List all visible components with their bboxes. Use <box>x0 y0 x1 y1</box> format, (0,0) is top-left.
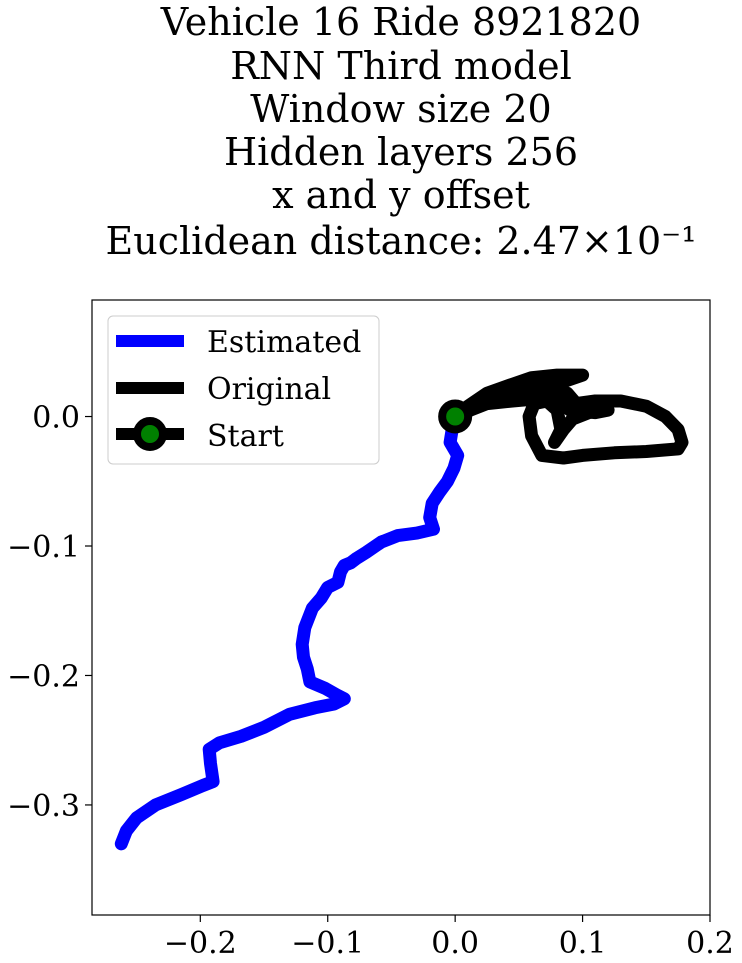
x-tick-label: 0.0 <box>431 926 479 961</box>
series-line-original <box>448 368 689 465</box>
x-tick-label: 0.1 <box>559 926 607 961</box>
x-tick-label: −0.1 <box>291 926 364 961</box>
series-line-estimated <box>114 410 465 851</box>
legend-estimated-label: Estimated <box>207 325 361 360</box>
start-marker-layer <box>438 399 473 434</box>
start-point-marker <box>438 399 473 434</box>
chart-title: Vehicle 16 Ride 8921820 RNN Third model … <box>106 0 697 263</box>
legend-original-label: Original <box>207 372 331 407</box>
legend: Estimated Original Start <box>107 315 380 465</box>
series-layer <box>114 368 689 851</box>
title-line-6: Euclidean distance: 2.47×10⁻¹ <box>106 219 697 263</box>
title-line-3: Window size 20 <box>250 87 551 131</box>
y-tick-label: −0.3 <box>7 789 80 824</box>
x-tick-label: 0.2 <box>686 926 734 961</box>
title-line-5: x and y offset <box>272 173 530 217</box>
plot-frame <box>91 299 711 916</box>
title-line-1: Vehicle 16 Ride 8921820 <box>160 0 641 44</box>
title-line-4: Hidden layers 256 <box>224 130 578 174</box>
title-line-2: RNN Third model <box>230 44 572 88</box>
y-tick-label: 0.0 <box>32 401 80 436</box>
legend-box <box>107 315 380 465</box>
legend-start-label: Start <box>207 419 284 454</box>
y-tick-label: −0.1 <box>7 530 80 565</box>
x-tick-label: −0.2 <box>164 926 237 961</box>
x-axis: −0.2 −0.1 0.0 0.1 0.2 <box>164 915 734 961</box>
y-tick-label: −0.2 <box>7 659 80 694</box>
legend-start-marker <box>133 417 167 451</box>
y-axis: 0.0 −0.1 −0.2 −0.3 <box>7 401 92 824</box>
